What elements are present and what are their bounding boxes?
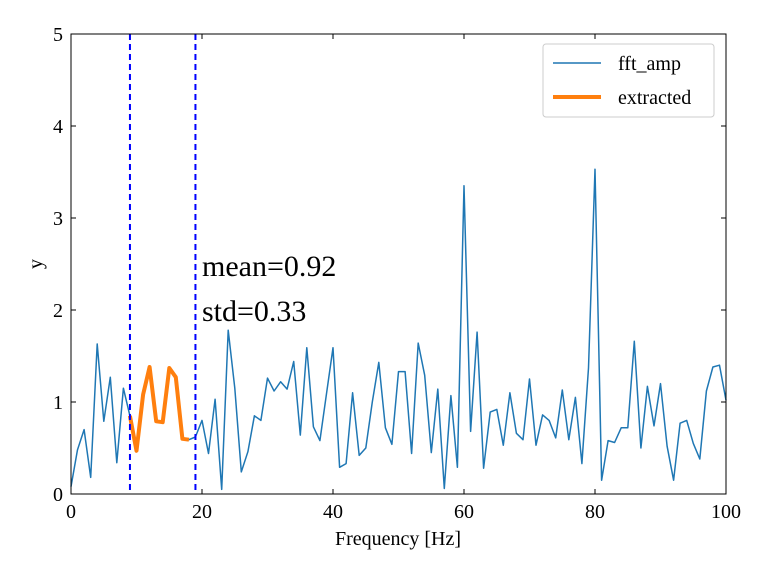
annotation-std: std=0.33 <box>202 295 306 328</box>
x-tick-label: 40 <box>323 501 343 523</box>
y-tick-label: 5 <box>53 24 63 46</box>
series-line-extracted <box>127 365 190 453</box>
x-tick-label: 100 <box>711 501 741 523</box>
legend-label-fft-amp: fft_amp <box>618 53 681 75</box>
y-tick-label: 3 <box>53 208 63 230</box>
x-axis-label: Frequency [Hz] <box>335 528 461 550</box>
y-tick-label: 4 <box>53 116 63 138</box>
y-tick-label: 0 <box>53 484 63 506</box>
y-tick-label: 1 <box>53 392 63 414</box>
axes-frame <box>70 33 727 495</box>
legend-label-extracted: extracted <box>618 87 691 109</box>
plot-area <box>70 34 727 494</box>
annotation-mean: mean=0.92 <box>202 250 336 283</box>
x-tick-label: 0 <box>66 501 76 523</box>
x-tick-label: 80 <box>585 501 605 523</box>
ticks: 0 20 40 60 80 100 0 1 2 3 4 5 <box>53 24 741 523</box>
legend: fft_amp extracted <box>542 43 715 118</box>
series-line-fft-amp <box>70 168 727 491</box>
x-tick-label: 60 <box>454 501 474 523</box>
y-axis-label: y <box>25 259 47 269</box>
y-tick-label: 2 <box>53 300 63 322</box>
x-tick-label: 20 <box>192 501 212 523</box>
